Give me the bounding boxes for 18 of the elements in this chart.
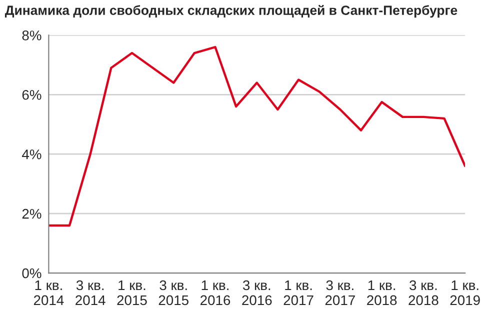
x-tick-label: 1 кв. 2019 [450, 280, 480, 306]
y-tick-label: 0% [22, 268, 42, 278]
x-tick-label: 3 кв. 2017 [325, 280, 355, 306]
y-tick-label: 4% [22, 149, 42, 160]
y-tick-label: 6% [22, 90, 42, 100]
x-tick-label: 1 кв. 2014 [34, 280, 64, 306]
x-tick-label: 1 кв. 2016 [200, 280, 230, 306]
y-tick-label: 2% [22, 208, 42, 219]
line-series [48, 46, 466, 227]
x-tick-label: 3 кв. 2016 [242, 280, 272, 306]
x-tick-label: 1 кв. 2017 [284, 280, 314, 306]
x-tick-label: 3 кв. 2015 [158, 280, 188, 306]
x-tick-label: 1 кв. 2018 [367, 280, 397, 306]
x-tick-label: 3 кв. 2014 [76, 280, 106, 306]
chart-title: Динамика доли свободных складских площадей в Санкт-Петербурге [4, 5, 458, 18]
x-tick-label: 1 кв. 2015 [117, 280, 147, 306]
x-tick-label: 3 кв. 2018 [408, 280, 438, 306]
y-tick-label: 8% [22, 30, 42, 40]
